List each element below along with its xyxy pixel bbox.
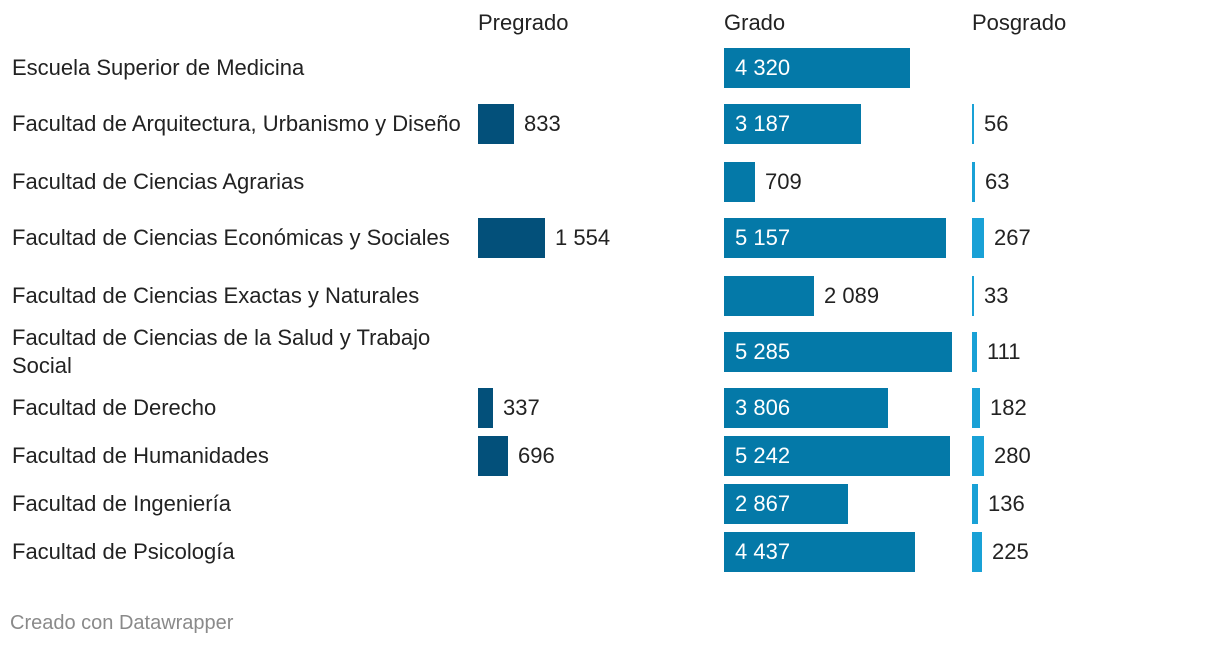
bar-grado xyxy=(724,388,888,428)
bar-posgrado xyxy=(972,162,975,202)
value-label-grado: 4 320 xyxy=(735,55,791,80)
bar-posgrado xyxy=(972,218,984,258)
value-label-grado: 709 xyxy=(765,169,802,194)
row-label: Facultad de Ciencias de la Salud y Traba… xyxy=(12,325,431,378)
column-header-posgrado: Posgrado xyxy=(972,10,1067,35)
value-label-posgrado: 225 xyxy=(992,539,1029,564)
value-label-grado: 3 806 xyxy=(735,395,791,420)
footer-credit: Creado con Datawrapper xyxy=(10,612,234,634)
value-label-grado: 2 867 xyxy=(735,491,791,516)
row-label: Facultad de Ingeniería xyxy=(12,491,231,516)
value-label-grado: 5 157 xyxy=(735,225,791,250)
value-label-posgrado: 63 xyxy=(985,169,1010,194)
bar-posgrado xyxy=(972,104,974,144)
column-header-pregrado: Pregrado xyxy=(478,10,569,35)
value-label-grado: 2 089 xyxy=(824,283,880,308)
bar-pregrado xyxy=(478,436,508,476)
bar-pregrado xyxy=(478,218,545,258)
bar-pregrado xyxy=(478,104,514,144)
value-label-pregrado: 337 xyxy=(503,395,540,420)
value-label-posgrado: 56 xyxy=(984,111,1009,136)
value-label-posgrado: 33 xyxy=(984,283,1009,308)
value-label-posgrado: 136 xyxy=(988,491,1025,516)
value-label-grado: 4 437 xyxy=(735,539,791,564)
bar-grado xyxy=(724,104,861,144)
value-label-grado: 3 187 xyxy=(735,111,791,136)
bar-grado xyxy=(724,484,848,524)
bar-posgrado xyxy=(972,332,977,372)
row-label: Escuela Superior de Medicina xyxy=(12,55,305,80)
bar-posgrado xyxy=(972,532,982,572)
value-label-posgrado: 111 xyxy=(987,339,1021,364)
value-label-grado: 5 242 xyxy=(735,443,791,468)
bar-posgrado xyxy=(972,436,984,476)
bar-posgrado xyxy=(972,388,980,428)
value-label-posgrado: 280 xyxy=(994,443,1031,468)
bar-posgrado xyxy=(972,276,974,316)
bar-grado xyxy=(724,276,814,316)
bar-grado xyxy=(724,332,952,372)
value-label-posgrado: 182 xyxy=(990,395,1027,420)
bar-grado xyxy=(724,48,910,88)
row-label: Facultad de Ciencias Agrarias xyxy=(12,169,305,194)
row-label: Facultad de Arquitectura, Urbanismo y Di… xyxy=(12,111,461,136)
column-header-grado: Grado xyxy=(724,10,786,35)
row-label: Facultad de Psicología xyxy=(12,539,235,564)
value-label-pregrado: 833 xyxy=(524,111,561,136)
bar-grado xyxy=(724,218,946,258)
bar-grado xyxy=(724,532,915,572)
value-label-pregrado: 696 xyxy=(518,443,555,468)
bar-pregrado xyxy=(478,388,493,428)
bar-posgrado xyxy=(972,484,978,524)
row-label: Facultad de Derecho xyxy=(12,395,217,420)
bar-grado xyxy=(724,436,950,476)
value-label-pregrado: 1 554 xyxy=(555,225,611,250)
value-label-grado: 5 285 xyxy=(735,339,791,364)
row-label: Facultad de Ciencias Exactas y Naturales xyxy=(12,283,420,308)
row-label: Facultad de Ciencias Económicas y Social… xyxy=(12,225,450,250)
bar-grado xyxy=(724,162,755,202)
value-label-posgrado: 267 xyxy=(994,225,1031,250)
row-label: Facultad de Humanidades xyxy=(12,443,269,468)
